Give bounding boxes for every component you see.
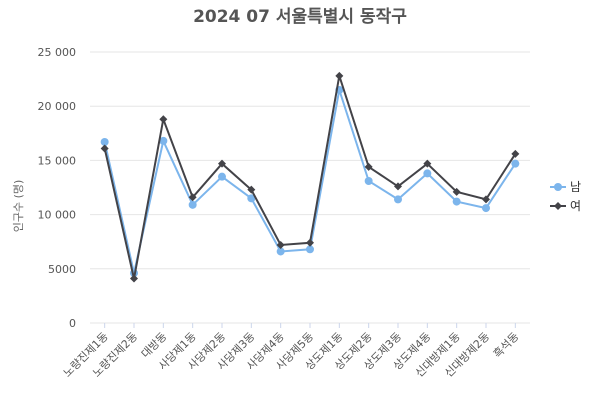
y-axis-ticks: 0 5000 10 000 15 000 20 000 25 000 <box>38 46 77 330</box>
data-point[interactable] <box>276 240 285 249</box>
y-tick-label: 10 000 <box>38 209 77 222</box>
x-tick-label: 흑석동 <box>490 329 521 360</box>
data-point[interactable] <box>159 136 168 145</box>
legend-marker <box>554 202 562 210</box>
data-point[interactable] <box>482 195 490 204</box>
data-point[interactable] <box>394 195 402 204</box>
data-point[interactable] <box>511 159 520 168</box>
data-point[interactable] <box>364 162 373 171</box>
data-point[interactable] <box>452 187 461 196</box>
data-point[interactable] <box>335 71 344 80</box>
legend-item[interactable]: 남 <box>550 180 581 194</box>
data-point[interactable] <box>188 200 197 209</box>
grid-lines <box>90 51 530 324</box>
series-남 <box>100 85 520 278</box>
data-point[interactable] <box>306 238 314 247</box>
data-point[interactable] <box>364 176 373 185</box>
legend-label: 여 <box>570 199 581 213</box>
data-point[interactable] <box>423 169 432 178</box>
data-point[interactable] <box>276 247 285 256</box>
series-여 <box>100 71 520 283</box>
data-point[interactable] <box>100 137 109 146</box>
data-point[interactable] <box>247 194 256 203</box>
legend-item[interactable]: 여 <box>550 199 581 213</box>
data-point[interactable] <box>159 115 168 124</box>
legend-marker <box>554 183 562 191</box>
data-point[interactable] <box>218 172 226 181</box>
chart-title: 2024 07 서울특별시 동작구 <box>193 7 407 27</box>
data-point[interactable] <box>100 144 109 153</box>
legend-label: 남 <box>570 180 581 194</box>
x-axis-ticks: 노량진제1동노량진제2동대방동사당제1동사당제2동사당제3동사당제4동사당제5동… <box>61 323 521 380</box>
y-tick-label: 0 <box>69 317 76 330</box>
data-point[interactable] <box>130 274 138 283</box>
y-axis-label: 인구수 (명) <box>12 180 25 233</box>
legend[interactable]: 남여 <box>550 180 581 213</box>
y-tick-label: 15 000 <box>38 154 77 167</box>
data-point[interactable] <box>452 197 461 206</box>
data-point[interactable] <box>218 159 226 168</box>
data-point[interactable] <box>188 193 197 202</box>
y-tick-label: 20 000 <box>38 100 77 113</box>
data-point[interactable] <box>482 204 490 213</box>
data-point[interactable] <box>394 182 402 191</box>
y-tick-label: 5000 <box>48 263 76 276</box>
series-group <box>100 71 520 283</box>
data-point[interactable] <box>511 149 520 158</box>
data-point[interactable] <box>247 185 256 194</box>
y-tick-label: 25 000 <box>38 46 77 59</box>
data-point[interactable] <box>423 159 432 168</box>
data-point[interactable] <box>306 245 314 254</box>
